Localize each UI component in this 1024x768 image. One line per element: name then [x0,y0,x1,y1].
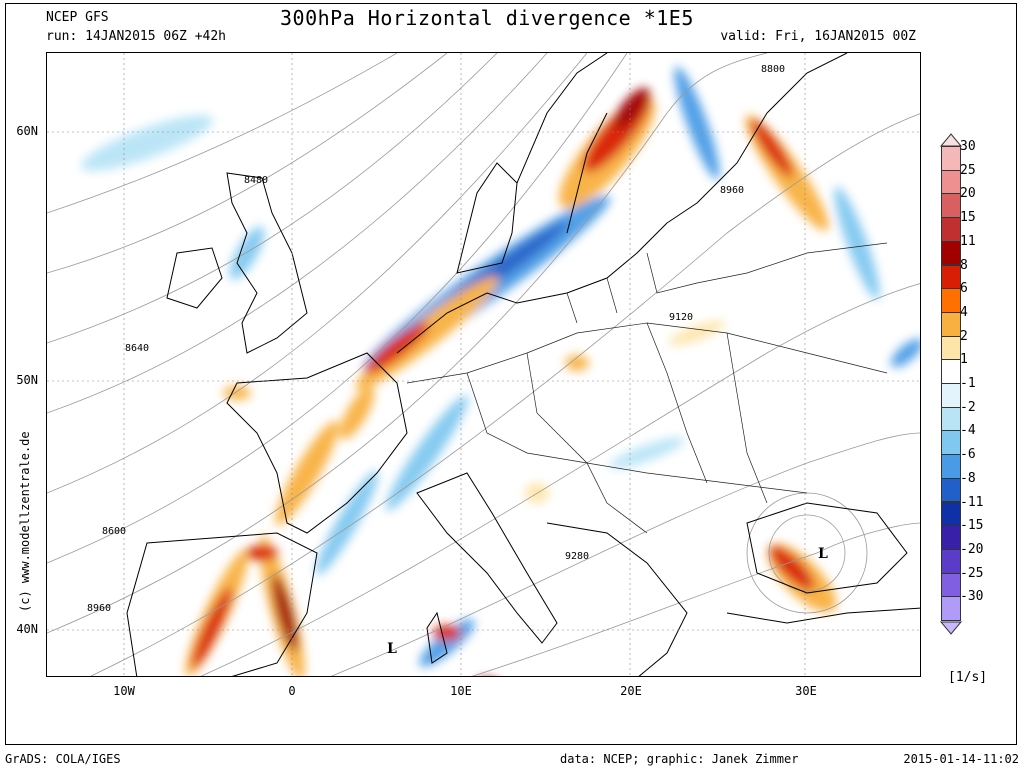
footer-software: GrADS: COLA/IGES [5,752,121,766]
colorbar-segment [941,193,961,219]
colorbar-segment [941,430,961,456]
footer-timestamp: 2015-01-14-11:02 [903,752,1019,766]
colorbar-label: -8 [960,470,976,486]
colorbar-label: -30 [960,589,984,605]
contour-labels: 8480 8640 8600 8960 8800 8960 9120 9280 [87,64,785,614]
lat-label: 60N [16,124,38,138]
colorbar-segment [941,264,961,290]
colorbar-label: 4 [960,304,968,320]
colorbar-segment [941,311,961,337]
low-pressure-marker: L [387,641,397,657]
colorbar-label: -15 [960,518,984,534]
geopotential-contours [47,53,920,676]
run-info: run: 14JAN2015 06Z +42h [46,29,227,44]
colorbar-label: 6 [960,281,968,297]
colorbar-label: -2 [960,399,976,415]
country-borders [406,242,888,534]
colorbar-arrows [939,133,963,635]
colorbar-label: 20 [960,186,976,202]
low-pressure-marker: L [818,546,828,562]
colorbar-label: -6 [960,447,976,463]
colorbar-segment [941,525,961,550]
model-name: NCEP GFS [46,10,109,25]
colorbar-label: 25 [960,162,976,178]
lon-label: 30E [795,684,817,698]
colorbar-segment [941,169,961,195]
colorbar-segment [941,240,961,266]
colorbar-label: 8 [960,257,968,273]
lon-label: 10E [450,684,472,698]
contour-label: 8960 [720,185,744,196]
colorbar-label: 15 [960,210,976,226]
colorbar-segment [941,383,961,408]
colorbar-unit: [1/s] [948,670,988,685]
lat-label: 40N [16,622,38,636]
map-plot-area: 8480 8640 8600 8960 8800 8960 9120 9280 … [46,52,921,677]
contour-label: 8640 [125,343,149,354]
figure-frame [5,3,1017,745]
colorbar-label: 1 [960,352,968,368]
lon-label: 20E [620,684,642,698]
colorbar-label: -20 [960,541,984,557]
coastlines [126,53,920,676]
colorbar-segment [941,359,961,384]
contour-label: 8800 [761,64,785,75]
contour-label: 8960 [87,603,111,614]
colorbar-label: -11 [960,494,984,510]
valid-time: valid: Fri, 16JAN2015 00Z [720,29,916,44]
colorbar-segment [941,288,961,313]
footer-data-credit: data: NCEP; graphic: Janek Zimmer [560,752,799,766]
colorbar-label: 11 [960,233,976,249]
colorbar-segment [941,406,961,432]
divergence-field [81,66,920,676]
colorbar-label: -4 [960,423,976,439]
colorbar-segment [941,335,961,361]
colorbar-segment [941,217,961,242]
lat-label: 50N [16,373,38,387]
graticule [47,53,920,676]
contour-label: 8480 [244,175,268,186]
lon-label: 0 [288,684,296,698]
contour-label: 9120 [669,312,693,323]
lon-label: 10W [113,684,135,698]
contour-label: 8600 [102,526,126,537]
colorbar-segment [941,454,961,479]
divergence-map: 8480 8640 8600 8960 8800 8960 9120 9280 … [47,53,920,676]
colorbar-segment [941,477,961,503]
colorbar-segment [941,596,961,621]
chart-title: 300hPa Horizontal divergence *1E5 [280,6,694,30]
colorbar-segment [941,146,961,171]
colorbar-label: -25 [960,565,984,581]
colorbar-label: 30 [960,139,976,154]
colorbar-label: -1 [960,376,976,391]
colorbar-segment [941,501,961,527]
website-credit: (c) www.modellzentrale.de [18,431,32,612]
contour-label: 9280 [565,551,589,562]
colorbar-segment [941,548,961,574]
colorbar-label: 2 [960,328,968,344]
colorbar-segment [941,572,961,598]
